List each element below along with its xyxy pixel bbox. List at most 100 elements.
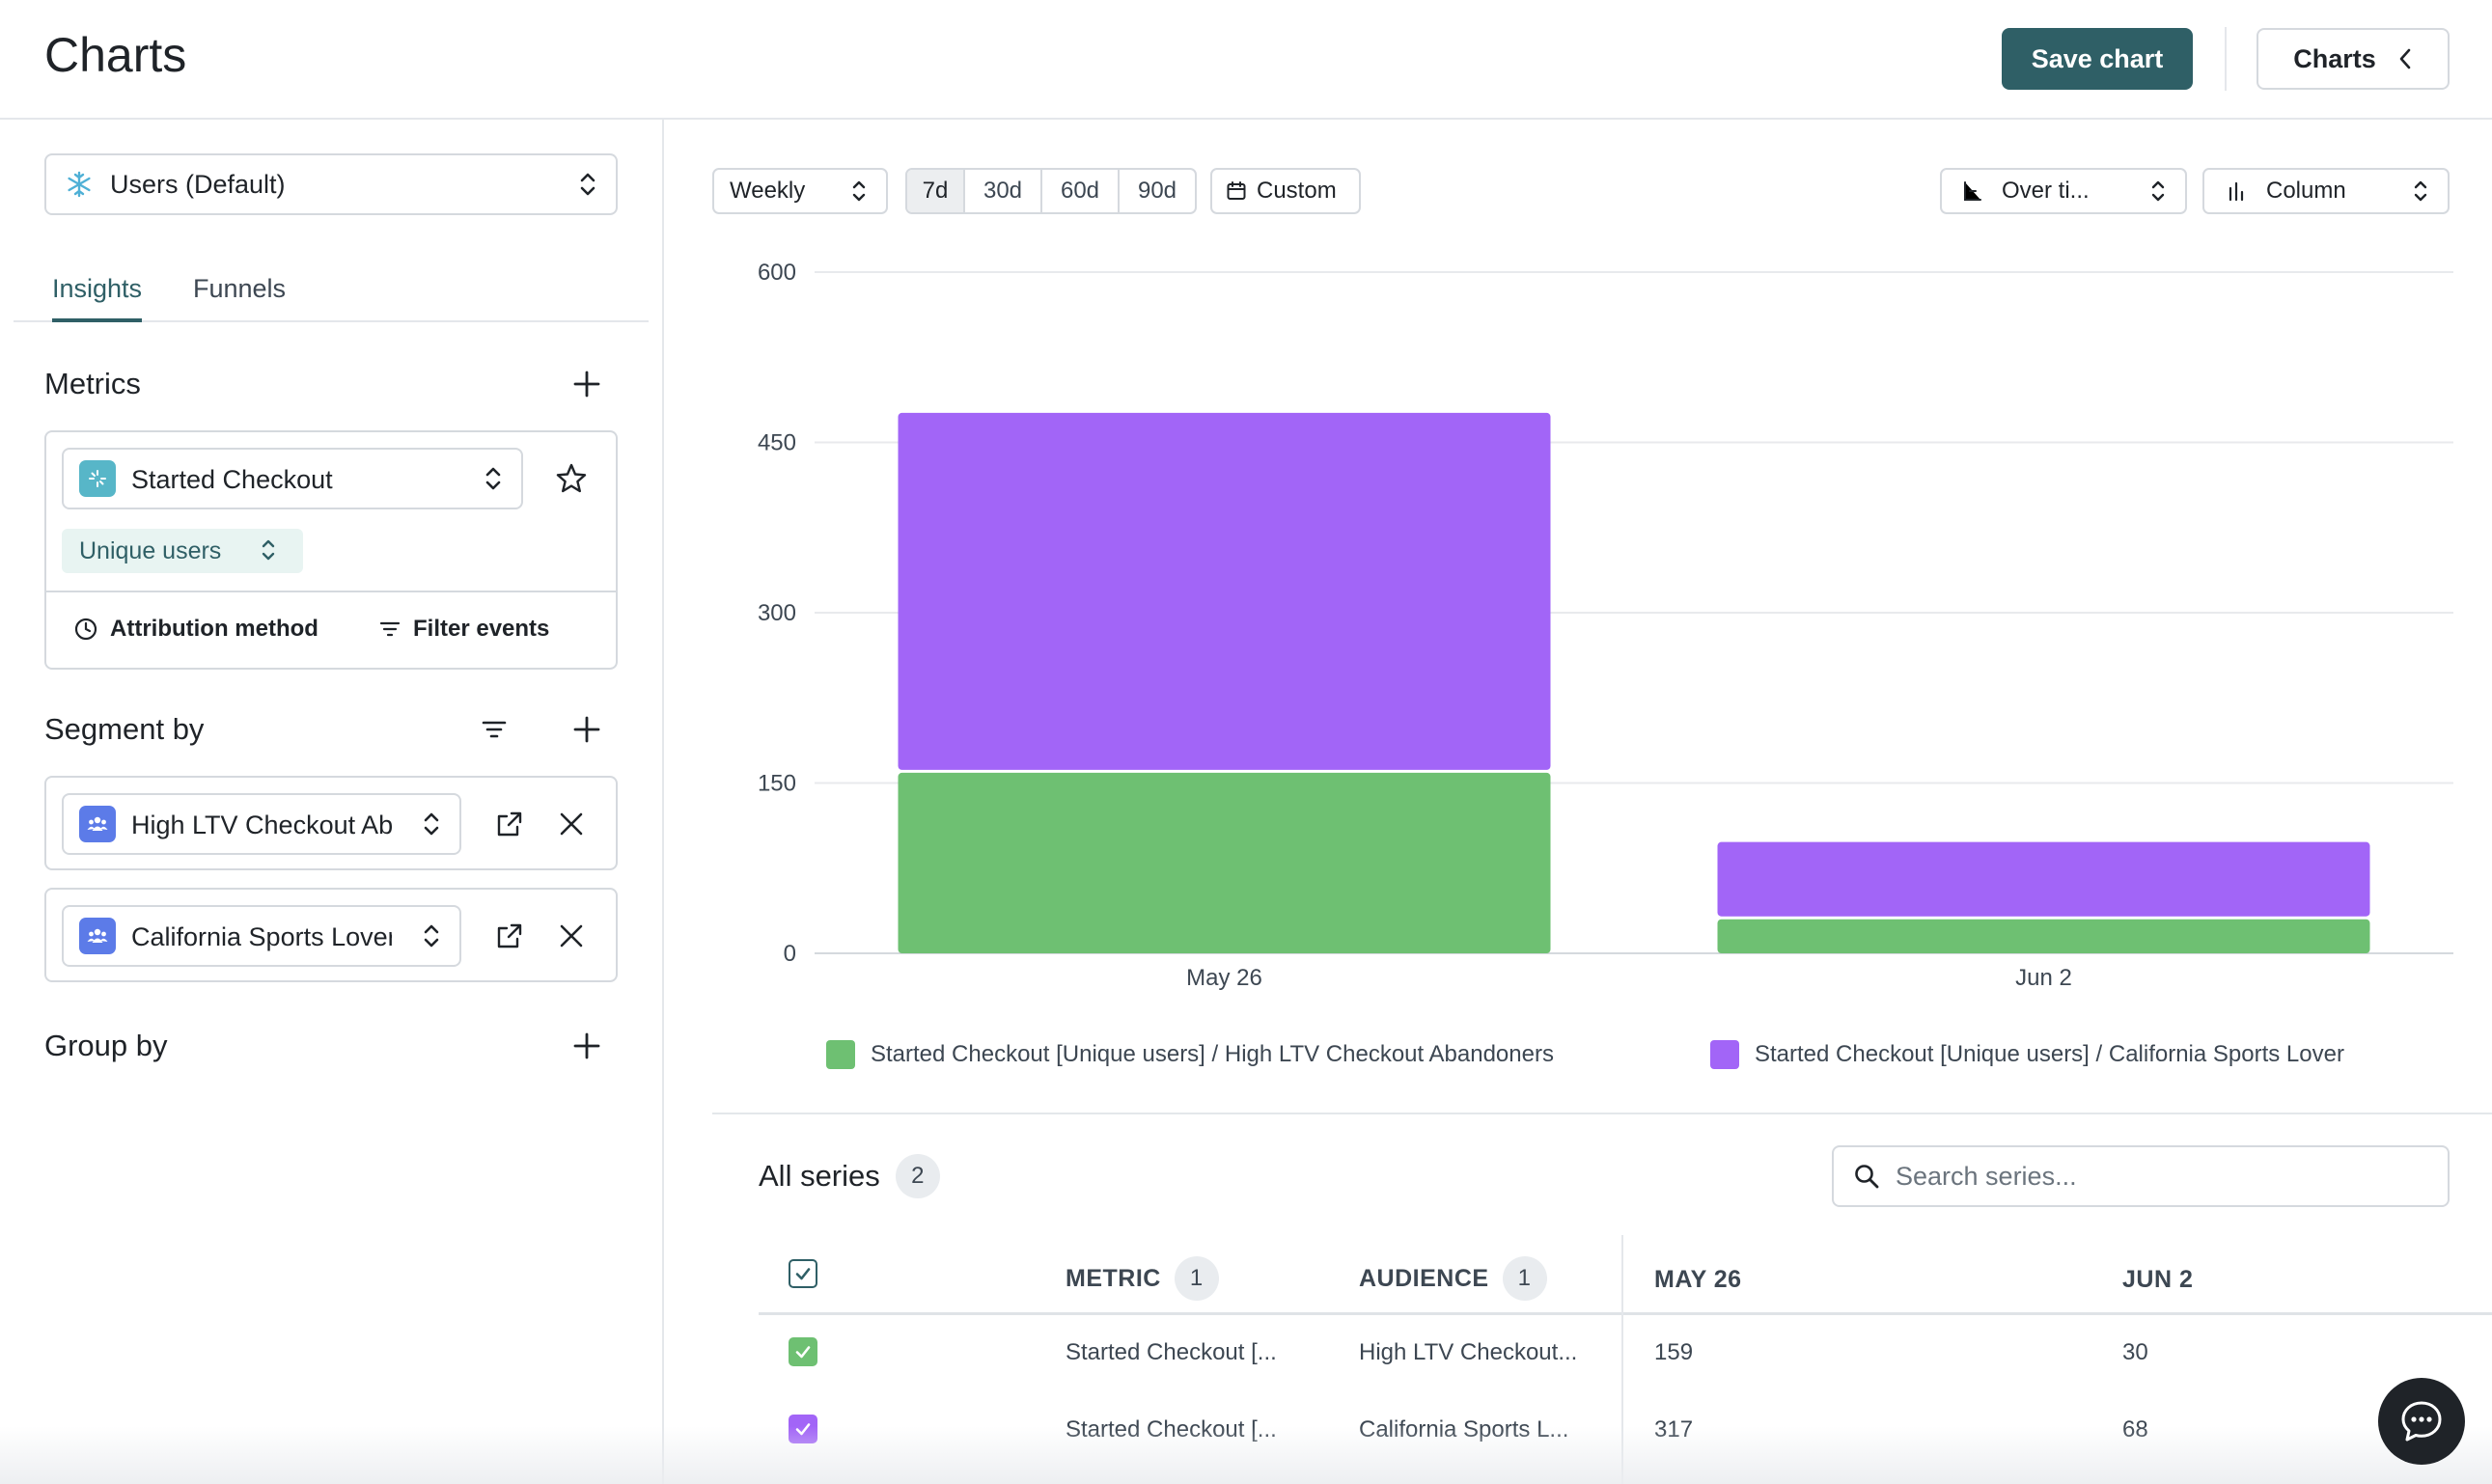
external-link-icon[interactable] (492, 919, 527, 953)
segment-card: California Sports Lover (44, 888, 618, 982)
metric-event-label: Started Checkout (131, 465, 333, 494)
custom-range-label: Custom (1257, 178, 1337, 204)
sidebar-tabs: Insights Funnels (14, 264, 649, 322)
chevron-updown-icon (2151, 180, 2165, 202)
chevron-updown-icon (852, 180, 866, 202)
save-chart-button[interactable]: Save chart (2002, 28, 2193, 90)
bar-chart-icon (2229, 181, 2244, 202)
segment-label: High LTV Checkout Abandoners (131, 811, 392, 839)
section-divider (712, 1113, 2492, 1114)
segment-card: High LTV Checkout Abandoners (44, 776, 618, 870)
filter-events-label: Filter events (413, 616, 550, 642)
legend-swatch-0 (826, 1040, 855, 1069)
legend-item[interactable]: Started Checkout [Unique users] / High L… (826, 1040, 1554, 1069)
add-metric-icon[interactable] (572, 370, 601, 398)
metric-header-label: METRIC (1066, 1264, 1161, 1292)
range-90d[interactable]: 90d (1137, 178, 1177, 204)
column-divider (1621, 1235, 1623, 1484)
filter-segments-icon[interactable] (480, 715, 509, 744)
group-by-title: Group by (44, 1029, 168, 1062)
view-mode-label: Over ti... (2002, 178, 2090, 204)
stacked-column-chart: 0 150 300 450 600 May 26 Jun 2 (758, 260, 2453, 991)
line-chart-icon (1964, 181, 1981, 201)
row-metric: Started Checkout [... (1066, 1416, 1277, 1443)
x-tick-label: May 26 (1186, 965, 1262, 991)
y-tick-label: 450 (758, 430, 796, 456)
row-checkbox[interactable] (789, 1415, 817, 1443)
chart-type-select[interactable]: Column (2202, 168, 2450, 214)
snowflake-icon (68, 171, 91, 198)
chevron-updown-icon (424, 812, 439, 836)
check-icon (795, 1346, 811, 1359)
search-series-input[interactable] (1896, 1161, 2417, 1192)
header-divider (2225, 27, 2227, 91)
interval-select[interactable]: Weekly (712, 168, 888, 214)
metric-column-header[interactable]: METRIC 1 (1066, 1256, 1219, 1301)
bar-segment (898, 772, 1551, 953)
tab-funnels[interactable]: Funnels (193, 274, 287, 303)
bar-segment (1717, 919, 2370, 953)
audience-header-label: AUDIENCE (1359, 1264, 1489, 1292)
close-icon[interactable] (554, 919, 589, 953)
audience-column-header[interactable]: AUDIENCE 1 (1359, 1256, 1547, 1301)
tab-insights[interactable]: Insights (52, 264, 143, 322)
search-series[interactable] (1832, 1145, 2450, 1207)
measure-label: Unique users (79, 537, 222, 564)
row-may26-value: 317 (1654, 1416, 1694, 1443)
all-series-title: All series 2 (759, 1154, 940, 1198)
metric-event-select[interactable]: Started Checkout (62, 448, 523, 509)
range-60d[interactable]: 60d (1042, 170, 1120, 212)
metric-card: Started Checkout Unique users (44, 430, 618, 592)
x-tick-label: Jun 2 (2015, 965, 2072, 991)
charts-panel-button[interactable]: Charts (2257, 28, 2450, 90)
chat-button[interactable] (2378, 1378, 2465, 1465)
chat-bubble-icon (2401, 1401, 2442, 1442)
table-header-divider (759, 1312, 2492, 1315)
bar-segment (898, 412, 1551, 770)
star-icon[interactable] (554, 461, 589, 496)
legend-label-0: Started Checkout [Unique users] / High L… (871, 1041, 1554, 1067)
chevron-updown-icon (262, 539, 275, 561)
y-tick-label: 600 (758, 260, 796, 286)
segment-by-title: Segment by (44, 712, 205, 746)
chevron-left-icon (2399, 48, 2411, 69)
segment-select[interactable]: High LTV Checkout Abandoners (62, 793, 461, 855)
measure-select[interactable]: Unique users (62, 529, 303, 573)
filter-events-button[interactable]: Filter events (378, 616, 549, 643)
add-segment-icon[interactable] (572, 715, 601, 744)
row-checkbox[interactable] (789, 1337, 817, 1366)
close-icon[interactable] (554, 807, 589, 841)
page-header: Charts Save chart Charts (0, 0, 2492, 120)
charts-panel-label: Charts (2293, 43, 2376, 73)
custom-range-button[interactable]: Custom (1210, 168, 1361, 214)
segment-label: California Sports Lover (131, 922, 392, 951)
external-link-icon[interactable] (492, 807, 527, 841)
may26-column-header[interactable]: MAY 26 (1654, 1266, 1742, 1293)
range-30d[interactable]: 30d (965, 170, 1042, 212)
series-count-badge: 2 (895, 1154, 940, 1198)
audience-icon (79, 918, 116, 954)
chevron-updown-icon (424, 924, 439, 948)
jun2-column-header[interactable]: JUN 2 (2122, 1266, 2194, 1293)
clock-icon (74, 618, 97, 641)
main-panel: Weekly 7d 30d 60d 90d Custom Over ti... … (666, 120, 2492, 1484)
range-selector: 7d 30d 60d 90d (905, 168, 1197, 214)
check-icon (795, 1268, 811, 1280)
event-icon (79, 460, 116, 497)
segment-select[interactable]: California Sports Lover (62, 905, 461, 967)
y-tick-label: 0 (784, 941, 796, 967)
metrics-title: Metrics (44, 367, 141, 400)
all-series-label: All series (759, 1159, 880, 1193)
filter-icon (379, 621, 401, 637)
add-group-icon[interactable] (572, 1031, 601, 1060)
row-audience: High LTV Checkout... (1359, 1339, 1578, 1365)
source-select[interactable]: Users (Default) (44, 153, 618, 215)
select-all-checkbox[interactable] (789, 1259, 817, 1288)
legend-item[interactable]: Started Checkout [Unique users] / Califo… (1710, 1040, 2344, 1069)
view-mode-select[interactable]: Over ti... (1940, 168, 2187, 214)
metric-actions: Attribution method Filter events (44, 591, 618, 670)
attribution-method-button[interactable]: Attribution method (73, 616, 318, 643)
range-7d[interactable]: 7d (907, 170, 965, 212)
row-jun2-value: 30 (2122, 1339, 2148, 1365)
source-select-label: Users (Default) (110, 169, 286, 199)
